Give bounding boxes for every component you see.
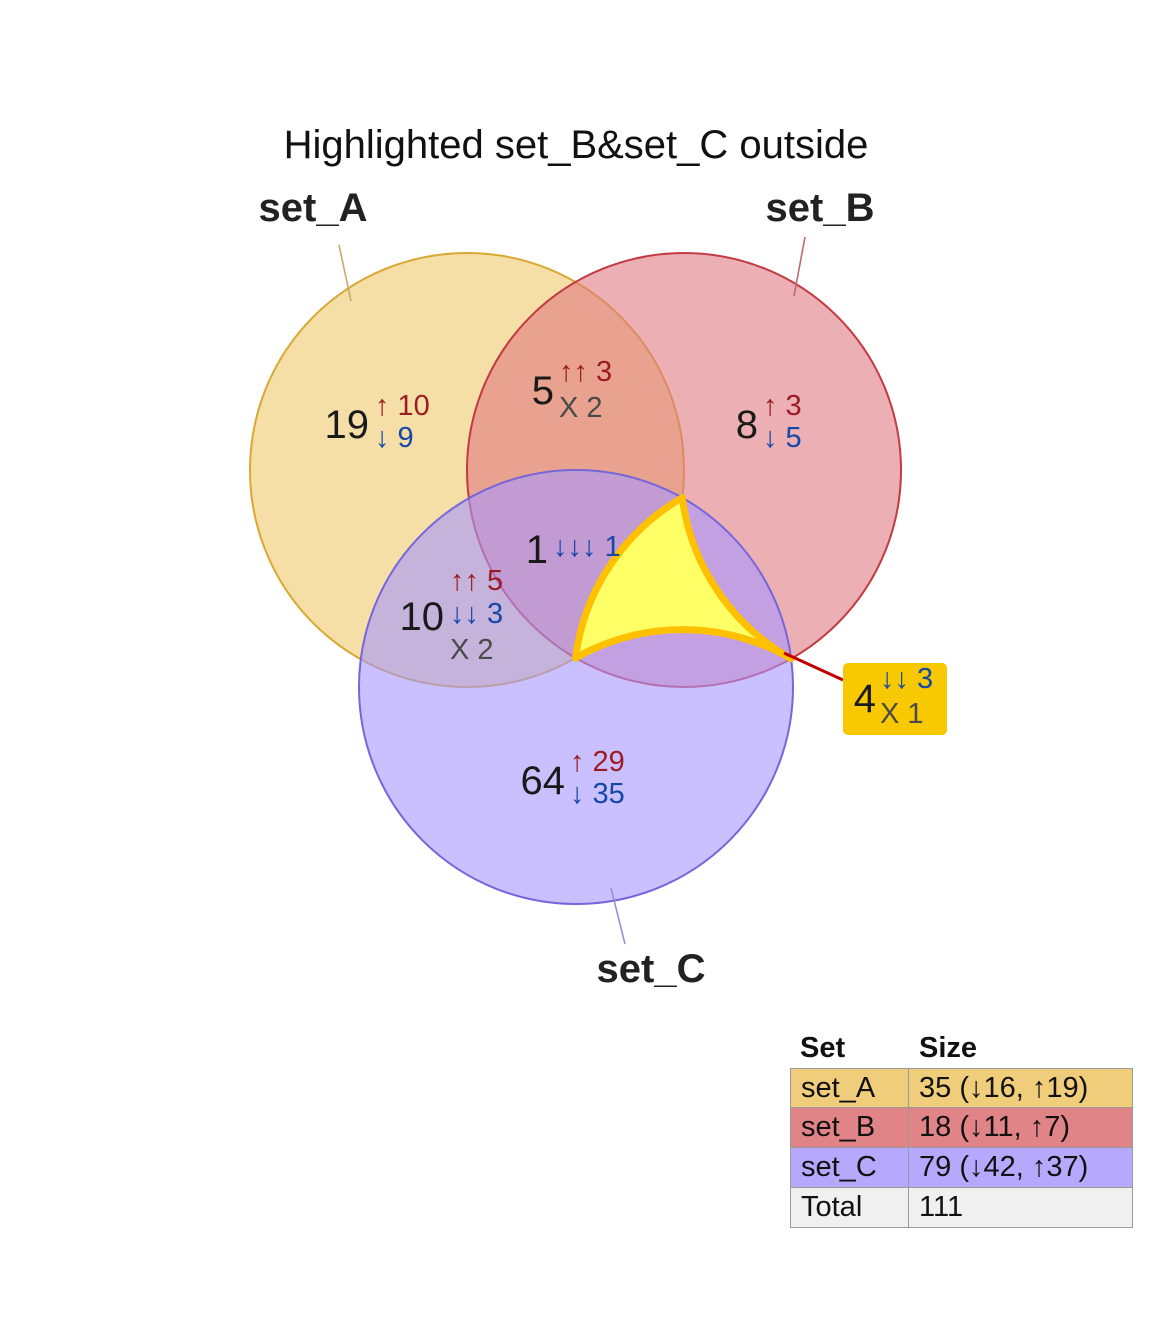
up-value: 10: [398, 390, 430, 422]
legend-set-size: 18 (↓11, ↑7): [909, 1108, 1133, 1148]
region-label-ab: 5 ↑↑ 3X 2: [532, 356, 612, 424]
down-value: 3: [917, 663, 933, 695]
region-total: 10: [400, 595, 445, 639]
region-up-count: ↑ 29: [570, 746, 625, 778]
up-arrows: ↑: [763, 390, 778, 422]
legend-set-size: 79 (↓42, ↑37): [909, 1148, 1133, 1188]
legend-row-set-a: set_A 35 (↓16, ↑19): [790, 1068, 1133, 1108]
legend-row-set-b: set_B 18 (↓11, ↑7): [790, 1108, 1133, 1148]
legend-header-set: Set: [800, 1032, 846, 1064]
region-label-c-only: 64 ↑ 29↓ 35: [521, 746, 625, 810]
down-value: 1: [605, 531, 621, 563]
region-total: 8: [736, 403, 758, 447]
up-arrows: ↑: [570, 746, 585, 778]
down-arrows: ↓↓: [880, 663, 909, 695]
set-c-label: set_C: [597, 947, 706, 991]
down-value: 3: [487, 598, 503, 630]
region-down-count: ↓↓↓ 1: [553, 531, 621, 563]
mixed-value: 1: [907, 698, 923, 730]
callout-line: [783, 651, 844, 682]
down-arrows: ↓: [570, 778, 585, 810]
up-arrows: ↑↑: [559, 356, 588, 388]
set-a-label: set_A: [259, 186, 368, 230]
down-value: 9: [398, 422, 414, 454]
region-up-count: ↑↑ 3: [559, 356, 612, 388]
down-arrows: ↓: [763, 422, 778, 454]
region-total: 19: [325, 403, 370, 447]
legend-set-name: set_C: [790, 1148, 909, 1188]
region-label-abc: 1 ↓↓↓ 1: [526, 528, 621, 572]
up-value: 29: [593, 746, 625, 778]
up-arrows: ↑↑: [450, 565, 479, 597]
mixed-value: 2: [586, 392, 602, 424]
legend-set-size: 111: [909, 1188, 1133, 1228]
region-total: 64: [521, 759, 566, 803]
mixed-arrows: X: [450, 634, 469, 666]
legend-header: Set Size: [790, 1028, 1133, 1068]
region-total: 1: [526, 528, 548, 572]
up-value: 3: [596, 356, 612, 388]
region-down-count: ↓ 9: [375, 422, 414, 454]
chart-title: Highlighted set_B&set_C outside: [284, 123, 869, 167]
set-c-leader-line: [610, 887, 626, 945]
region-down-count: ↓↓ 3: [880, 663, 933, 695]
region-label-bc-callout: 4 ↓↓ 3X 1: [854, 663, 933, 730]
legend-header-size: Size: [919, 1032, 978, 1064]
region-down-count: ↓ 5: [763, 422, 802, 454]
mixed-value: 2: [477, 634, 493, 666]
down-value: 5: [786, 422, 802, 454]
region-label-b-only: 8 ↑ 3↓ 5: [736, 390, 802, 454]
mixed-arrows: X: [880, 698, 899, 730]
legend-set-name: set_B: [790, 1108, 909, 1148]
region-down-count: ↓ 35: [570, 778, 625, 810]
region-label-a-only: 19 ↑ 10↓ 9: [325, 390, 430, 454]
region-label-ac: 10↑↑ 5↓↓ 3X 2: [400, 565, 504, 666]
callout-box: [843, 663, 947, 735]
mixed-arrows: X: [559, 392, 578, 424]
region-up-count: ↑ 3: [763, 390, 802, 422]
legend-row-total: Total 111: [790, 1188, 1133, 1228]
down-value: 35: [593, 778, 625, 810]
down-arrows: ↓↓: [450, 598, 479, 630]
up-value: 3: [786, 390, 802, 422]
region-up-count: ↑↑ 5: [450, 565, 503, 597]
region-total: 5: [532, 369, 554, 413]
set-b-label: set_B: [766, 186, 875, 230]
up-value: 5: [487, 565, 503, 597]
region-down-count: ↓↓ 3: [450, 598, 503, 630]
set-a-leader-line: [338, 244, 352, 302]
set-b-leader-line: [793, 236, 806, 297]
up-arrows: ↑: [375, 390, 390, 422]
down-arrows: ↓↓↓: [553, 531, 597, 563]
region-up-count: ↑ 10: [375, 390, 430, 422]
legend-row-set-c: set_C 79 (↓42, ↑37): [790, 1148, 1133, 1188]
legend-table: Set Size set_A 35 (↓16, ↑19) set_B 18 (↓…: [790, 1028, 1133, 1228]
legend-set-name: Total: [790, 1188, 909, 1228]
highlighted-region-set-b-set-c: [572, 494, 795, 663]
down-arrows: ↓: [375, 422, 390, 454]
legend-set-name: set_A: [790, 1068, 909, 1108]
legend-set-size: 35 (↓16, ↑19): [909, 1068, 1133, 1108]
region-total: 4: [854, 677, 876, 721]
